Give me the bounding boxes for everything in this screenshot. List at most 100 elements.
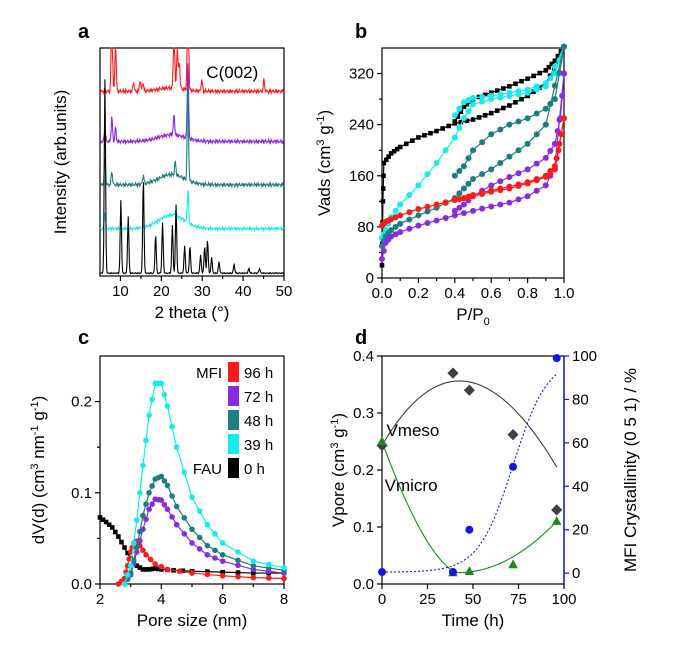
panel-c-0h-point (106, 522, 112, 528)
panel-b-96h-point (515, 181, 522, 188)
panel-b-96h-point (470, 191, 476, 198)
panel-c-72h-point (161, 501, 168, 508)
panel-c-x-tick-label: 6 (218, 591, 226, 608)
panel-c-48h-point (130, 557, 137, 564)
panel-d-crystallinity-point (465, 525, 474, 534)
panel-b-0h-point (488, 110, 494, 116)
panel-b-72h-point (515, 170, 522, 177)
panel-b-48h-point (415, 212, 422, 219)
panel-b-0h-point (513, 100, 518, 105)
panel-c-39h-point (281, 564, 287, 571)
panel-b-0h-point (403, 141, 409, 147)
panel-b-48h-point (524, 140, 531, 147)
panel-b-39h-point (465, 108, 472, 115)
panel-b-72h-point (424, 220, 431, 227)
panel-d-vmeso-point (447, 367, 459, 379)
panel-b-y-tick-label: 160 (349, 168, 374, 185)
panel-b-0h-point (464, 101, 470, 107)
panel-c-0h-point (251, 570, 256, 576)
panel-c-72h-point (212, 555, 218, 561)
panel-b-48h-point (488, 166, 495, 173)
panel-b-0h-point (455, 114, 461, 119)
panel-b-y-tick-label: 320 (349, 66, 374, 83)
panel-c-39h-point (212, 531, 218, 537)
panel-b-48h-point (406, 216, 413, 223)
panel-b-48h-point (451, 172, 458, 179)
panel-b-72h-point (542, 154, 549, 161)
panel-b-x-tick-label: 1.0 (554, 285, 575, 302)
panel-b-72h-point (524, 166, 531, 173)
panel-b-0h-point (416, 135, 421, 140)
panel-b-39h-point (460, 115, 467, 122)
panel-b-72h-point (397, 229, 404, 235)
panel-b-72h-point (515, 196, 522, 203)
panel-b-0h-point (501, 86, 506, 91)
panel-c-96h-point (143, 552, 149, 558)
panel-b-0h-point (494, 88, 500, 93)
panel-b-39h-point (479, 93, 486, 100)
panel-a-ylabel: Intensity (arb.units) (51, 90, 70, 235)
panel-c-48h-point (204, 542, 211, 549)
panel-b-0h-point (440, 126, 445, 131)
panel-b-0h-point (494, 108, 500, 113)
panel-b-0h-point (380, 186, 386, 191)
panel-b-48h-point (479, 139, 486, 146)
panel-b-39h-point (415, 182, 422, 189)
panel-d-y2-tick-label: 80 (572, 391, 589, 408)
panel-c-39h-point (130, 540, 137, 546)
panel-b-96h-point (392, 214, 399, 221)
panel-b-ylabel: Vads (cm3 g-1) (315, 110, 334, 216)
panel-c-0h-point (113, 529, 118, 535)
panel-b-0h-point (537, 85, 543, 90)
legend-swatch (228, 386, 239, 406)
legend-label: 48 h (244, 413, 273, 430)
panel-c-48h-point (146, 490, 152, 496)
panel-c-39h-point (158, 380, 165, 387)
panel-b-72h-point (451, 212, 458, 219)
panel-b-96h-point (388, 216, 395, 223)
panel-c-48h-point (134, 544, 140, 551)
panel-b-72h-point (533, 160, 540, 167)
panel-b-39h-point (533, 83, 540, 90)
panel-d-vmeso-point (507, 429, 519, 441)
panel-b-0h-point (543, 68, 549, 73)
panel-d-crystallinity-point (552, 354, 561, 363)
panel-b-96h-point (542, 172, 549, 179)
panel-b-39h-point (397, 201, 404, 208)
panel-c-39h-point (181, 469, 188, 476)
panel-b-48h-point (515, 118, 522, 125)
panel-b-0h-point (452, 119, 458, 124)
panel-c-0h-point (220, 569, 225, 575)
panel-b-72h-point (406, 225, 413, 232)
panel-d-vmeso-point (551, 504, 563, 516)
panel-b: 0.0 0.2 0.4 0.6 0.8 1.0 0 80 160 240 320 P/P0 Vads (… (315, 43, 575, 328)
panel-c-72h-point (173, 521, 180, 528)
panel-b-0h-point (476, 115, 482, 120)
panel-b-72h-point (506, 199, 513, 206)
panel-b-48h-point (465, 180, 472, 187)
panel-d-y-tick-label: 0.3 (353, 405, 374, 422)
panel-b-39h-point (456, 105, 463, 112)
panel-a-x-tick-label: 40 (235, 283, 252, 300)
panel-b-72h-point (533, 187, 540, 194)
panel-b-0h-point (458, 119, 464, 125)
legend-label: 96 h (244, 365, 273, 382)
panel-d-annotation-vmicro: Vmicro (385, 476, 438, 495)
panel-b-48h-point (470, 175, 476, 182)
panel-c-0h-point (155, 566, 161, 572)
panel-b-72h-point (470, 207, 476, 214)
panel-b-0h-point (513, 81, 518, 87)
panel-b-48h-point (542, 121, 549, 128)
panel-a-frame (99, 47, 285, 277)
panel-c-72h-point (181, 531, 188, 537)
panel-b-0h-point (531, 73, 536, 79)
panel-b-39h-point (465, 97, 472, 104)
panel-b-0h-point (558, 49, 564, 54)
panel-c-48h-point (250, 562, 257, 569)
panel-a-annotation-c002: C(002) (206, 63, 258, 82)
panel-c-48h-point (143, 501, 149, 508)
panel-b-0h-point (555, 53, 561, 59)
panel-d-vmicro-point (464, 566, 475, 576)
panel-a-x-tick-label: 20 (153, 283, 170, 300)
